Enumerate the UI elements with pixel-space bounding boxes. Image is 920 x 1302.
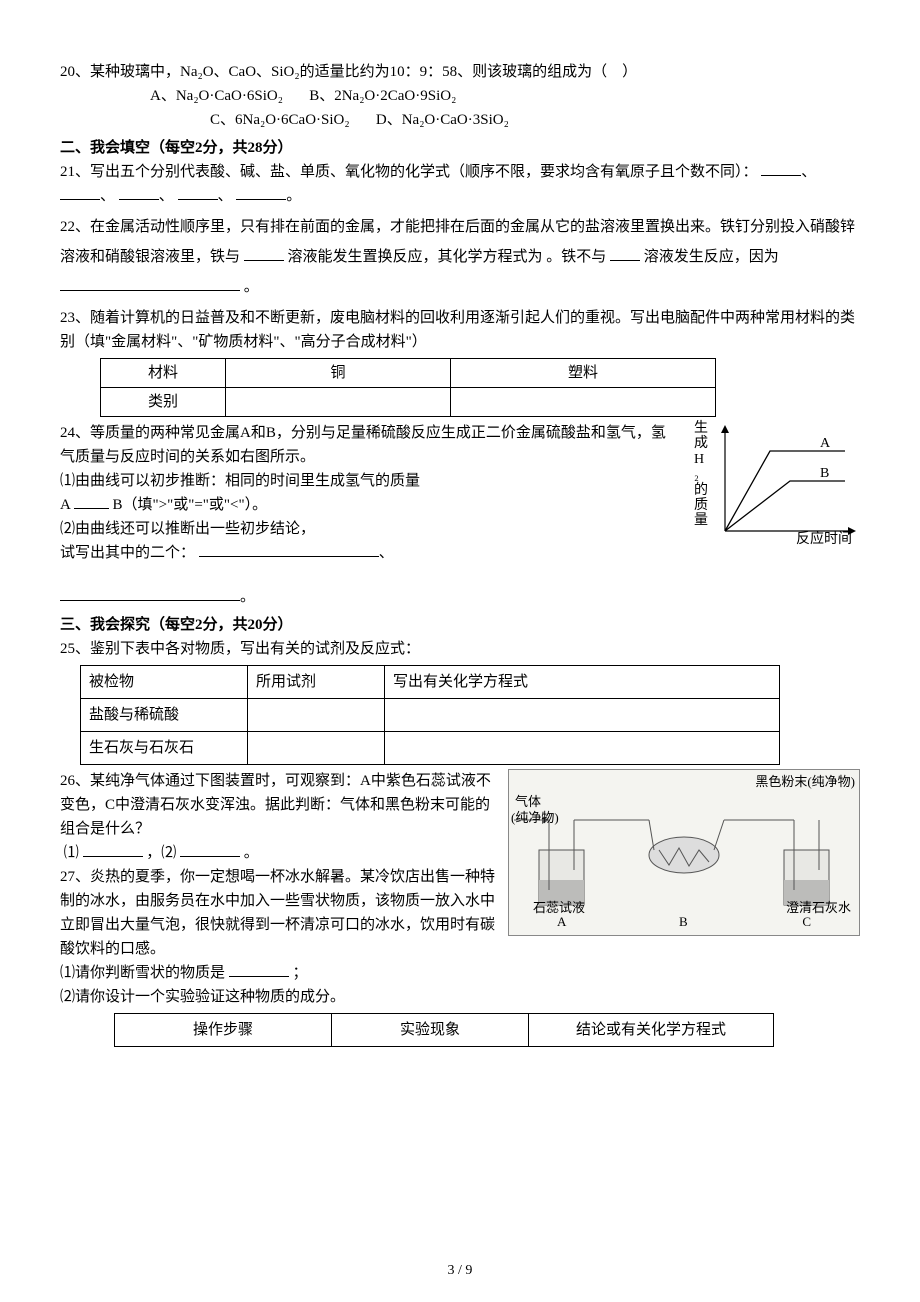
q24-p2: A xyxy=(60,497,70,513)
q25-r2: 生石灰与石灰石 xyxy=(81,732,248,765)
blank xyxy=(610,245,640,261)
blank xyxy=(199,541,379,557)
table-row: 盐酸与稀硫酸 xyxy=(81,699,780,732)
lbl-black: 黑色粉末(纯净物) xyxy=(755,772,855,793)
blank xyxy=(180,841,240,857)
q25-table: 被检物 所用试剂 写出有关化学方程式 盐酸与稀硫酸 生石灰与石灰石 xyxy=(80,665,780,765)
q24-p5: 试写出其中的二个： xyxy=(60,545,195,561)
q24-text: 24、等质量的两种常见金属A和B，分别与足量稀硫酸反应生成正二价金属硫酸盐和氢气… xyxy=(60,421,680,469)
blank xyxy=(244,245,284,261)
lbl-A: A xyxy=(557,912,566,933)
q27-p3: ⑵请你设计一个实验验证这种物质的成分。 xyxy=(60,985,860,1009)
lbl-B: B xyxy=(679,912,688,933)
table-row: 被检物 所用试剂 写出有关化学方程式 xyxy=(81,666,780,699)
tube xyxy=(714,820,724,850)
q24: 24、等质量的两种常见金属A和B，分别与足量稀硫酸反应生成正二价金属硫酸盐和氢气… xyxy=(60,421,860,609)
page-number: 3 / 9 xyxy=(0,1260,920,1282)
q25-h2: 写出有关化学方程式 xyxy=(385,666,780,699)
blank xyxy=(178,184,218,200)
q27-p1: ⑴请你判断雪状的物质是 xyxy=(60,965,225,981)
empty-cell xyxy=(248,699,385,732)
q25: 25、鉴别下表中各对物质，写出有关的试剂及反应式： 被检物 所用试剂 写出有关化… xyxy=(60,637,860,765)
q20: 20、某种玻璃中，Na₂O、CaO、SiO₂的适量比约为10：9：58、则该玻璃… xyxy=(60,60,860,132)
q22-p2: 溶液能发生置换反应，其化学方程式为 xyxy=(288,249,543,265)
q22: 22、在金属活动性顺序里，只有排在前面的金属，才能把排在后面的金属从它的盐溶液里… xyxy=(60,212,860,302)
q24-p4: ⑵由曲线还可以推断出一些初步结论， xyxy=(60,517,680,541)
q21-text: 21、写出五个分别代表酸、碱、盐、单质、氧化物的化学式（顺序不限，要求均含有氧原… xyxy=(60,164,758,180)
q24-chart: 生成H₂的质量 A B 反应时间 xyxy=(700,421,860,551)
lbl-C: C xyxy=(802,912,811,933)
q27-h2: 结论或有关化学方程式 xyxy=(529,1014,774,1047)
empty-cell xyxy=(451,388,716,417)
series-b-label: B xyxy=(820,466,829,481)
q25-r1: 盐酸与稀硫酸 xyxy=(81,699,248,732)
empty-cell xyxy=(248,732,385,765)
apparatus-diagram: 气体 (纯净物) 黑色粉末(纯净物) 石蕊试液 澄清石灰水 A B C xyxy=(508,769,860,936)
blank xyxy=(236,184,286,200)
q27-p2: ； xyxy=(293,965,308,981)
q24-p1: ⑴由曲线可以初步推断：相同的时间里生成氢气的质量 xyxy=(60,469,680,493)
blank xyxy=(60,184,100,200)
q21: 21、写出五个分别代表酸、碱、盐、单质、氧化物的化学式（顺序不限，要求均含有氧原… xyxy=(60,160,860,208)
q23-text: 23、随着计算机的日益普及和不断更新，废电脑材料的回收利用逐渐引起人们的重视。写… xyxy=(60,306,860,354)
series-a-label: A xyxy=(820,436,831,451)
q27-h1: 实验现象 xyxy=(332,1014,529,1047)
empty-cell xyxy=(385,699,780,732)
blank xyxy=(229,961,289,977)
q20-options-row1: A、Na₂O·CaO·6SiO₂ B、2Na₂O·2CaO·9SiO₂ xyxy=(60,84,860,108)
empty-cell xyxy=(385,732,780,765)
curve-b xyxy=(725,481,845,531)
lbl-lime: 澄清石灰水 xyxy=(786,898,851,919)
table-row: 类别 xyxy=(101,388,716,417)
y-arrow xyxy=(721,425,729,433)
q23-r2: 类别 xyxy=(101,388,226,417)
blank xyxy=(74,493,109,509)
q25-h0: 被检物 xyxy=(81,666,248,699)
q27-h0: 操作步骤 xyxy=(115,1014,332,1047)
blank xyxy=(119,184,159,200)
section3-title: 三、我会探究（每空2分，共20分） xyxy=(60,613,860,637)
q20-optD: D、Na₂O·CaO·3SiO₂ xyxy=(376,112,509,128)
blank xyxy=(761,160,801,176)
center-bulb xyxy=(649,837,719,873)
chart-xlabel: 反应时间 xyxy=(796,529,852,551)
q24-p3: B（填">"或"="或"<"）。 xyxy=(113,497,268,513)
tube xyxy=(649,820,654,850)
q22-p4: 溶液发生反应，因为 xyxy=(644,249,779,265)
blank xyxy=(60,275,240,291)
blank xyxy=(83,841,143,857)
q20-optB: B、2Na₂O·2CaO·9SiO₂ xyxy=(309,88,456,104)
empty-cell xyxy=(226,388,451,417)
lbl-pure: (纯净物) xyxy=(511,808,559,829)
q25-text: 25、鉴别下表中各对物质，写出有关的试剂及反应式： xyxy=(60,637,860,661)
q22-p3: 。铁不与 xyxy=(546,249,606,265)
q20-optC: C、6Na₂O·6CaO·SiO₂ xyxy=(210,112,350,128)
q20-text: 20、某种玻璃中，Na₂O、CaO、SiO₂的适量比约为10：9：58、则该玻璃… xyxy=(60,60,860,84)
q23-table: 材料 铜 塑料 类别 xyxy=(100,358,716,417)
q20-optA: A、Na₂O·CaO·6SiO₂ xyxy=(150,88,283,104)
q23-h1: 铜 xyxy=(226,359,451,388)
q26-q27: 气体 (纯净物) 黑色粉末(纯净物) 石蕊试液 澄清石灰水 A B C 26、某… xyxy=(60,769,860,1009)
chart-ylabel: 生成H₂的质量 xyxy=(694,421,708,529)
q25-h1: 所用试剂 xyxy=(248,666,385,699)
q26-p1: ⑴ xyxy=(64,845,79,861)
q22-p5: 。 xyxy=(244,279,259,295)
section2-title: 二、我会填空（每空2分，共28分） xyxy=(60,136,860,160)
q26-p2: ，⑵ xyxy=(146,845,176,861)
q26-p3: 。 xyxy=(244,845,259,861)
table-row: 操作步骤 实验现象 结论或有关化学方程式 xyxy=(115,1014,774,1047)
q20-options-row2: C、6Na₂O·6CaO·SiO₂ D、Na₂O·CaO·3SiO₂ xyxy=(60,108,860,132)
q27-table: 操作步骤 实验现象 结论或有关化学方程式 xyxy=(114,1013,774,1047)
q23: 23、随着计算机的日益普及和不断更新，废电脑材料的回收利用逐渐引起人们的重视。写… xyxy=(60,306,860,417)
table-row: 材料 铜 塑料 xyxy=(101,359,716,388)
curve-a xyxy=(725,451,845,531)
blank xyxy=(60,585,240,601)
table-row: 生石灰与石灰石 xyxy=(81,732,780,765)
q23-h0: 材料 xyxy=(101,359,226,388)
q23-h2: 塑料 xyxy=(451,359,716,388)
